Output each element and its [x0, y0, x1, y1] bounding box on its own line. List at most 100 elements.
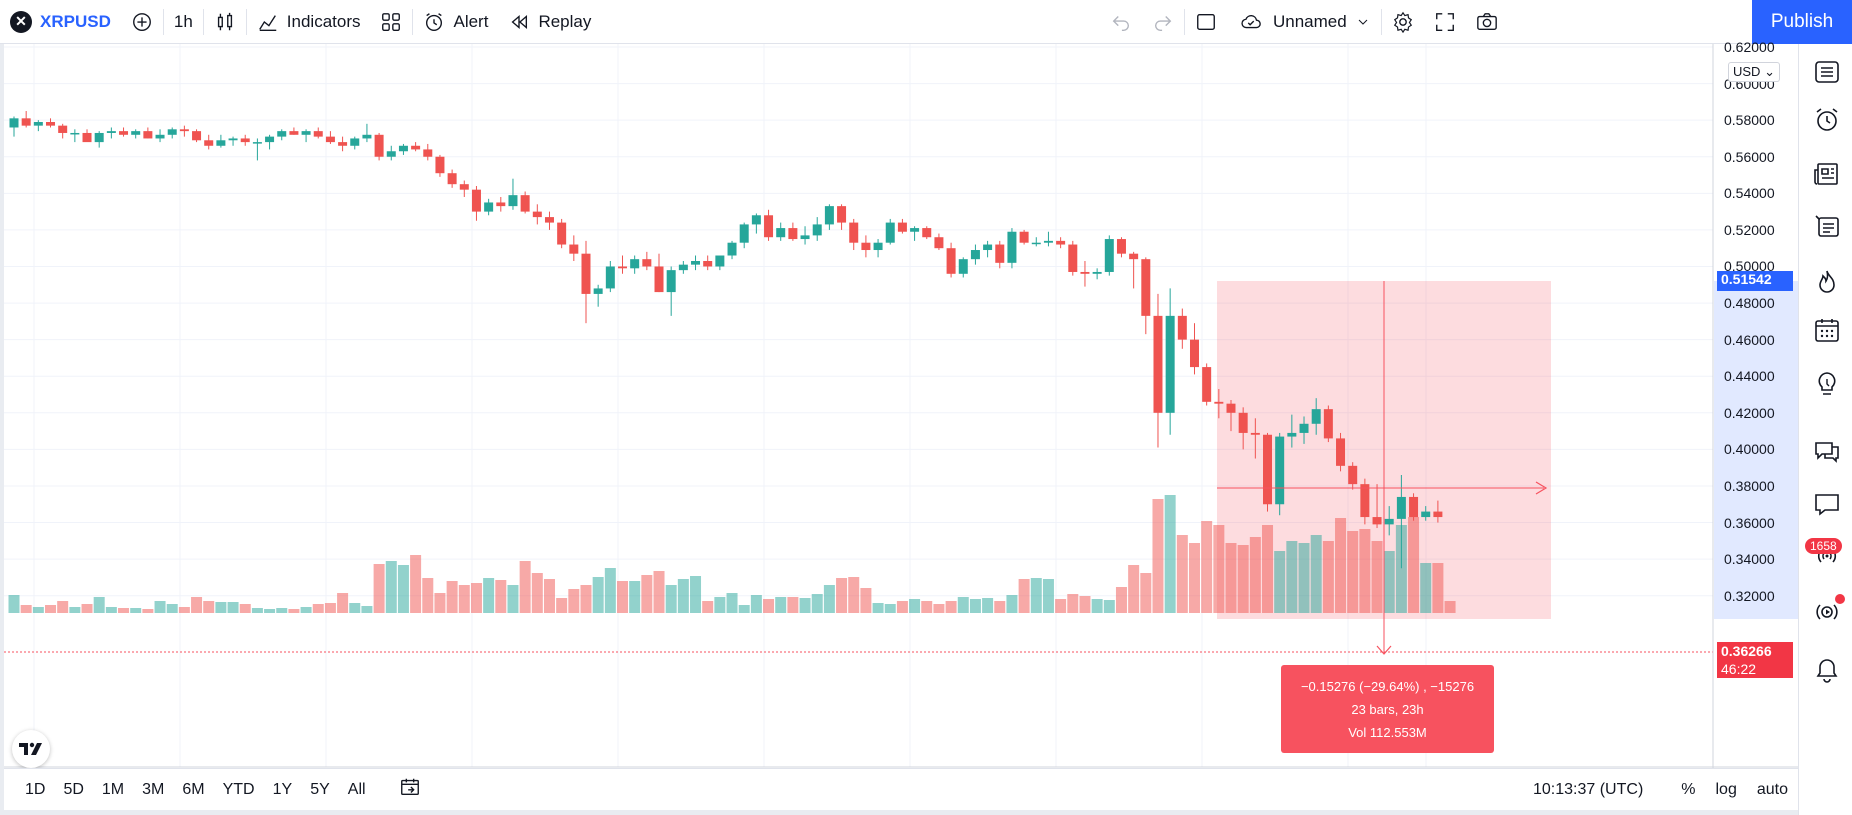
fullscreen-button[interactable]: [1424, 0, 1466, 44]
ideas-button[interactable]: [1811, 368, 1843, 400]
notifications-badge: 1658: [1805, 538, 1842, 554]
price-chart[interactable]: [4, 44, 1798, 768]
volume-bar: [57, 601, 69, 613]
candle: [532, 204, 542, 225]
save-layout-button[interactable]: Unnamed: [1227, 0, 1381, 44]
candle-body: [1092, 271, 1102, 274]
layout-select-button[interactable]: [1185, 0, 1227, 44]
candle-body: [143, 131, 153, 139]
candle-body: [301, 131, 311, 135]
candle-body: [1141, 259, 1151, 316]
candle-body: [1384, 518, 1394, 525]
candle: [313, 127, 323, 139]
candle: [496, 196, 506, 212]
candle-body: [715, 255, 725, 267]
volume-bar: [458, 585, 470, 613]
screenshot-button[interactable]: [1466, 0, 1508, 44]
undo-button[interactable]: [1100, 0, 1142, 44]
volume-bar: [909, 599, 921, 613]
toolbar-divider: [1380, 9, 1382, 35]
streams-button[interactable]: [1811, 540, 1843, 572]
live-stream-button[interactable]: [1811, 594, 1845, 628]
notifications-button[interactable]: [1811, 654, 1843, 686]
tradingview-icon: [19, 742, 42, 755]
candle-body: [106, 131, 116, 133]
candle: [569, 235, 579, 261]
volume-bar: [1067, 594, 1079, 613]
redo-button[interactable]: [1142, 0, 1184, 44]
volume-bar: [1152, 499, 1164, 613]
compare-symbol-button[interactable]: [121, 0, 163, 44]
candle: [1360, 478, 1370, 525]
alert-button[interactable]: Alert: [413, 0, 498, 44]
publish-button[interactable]: Publish: [1752, 0, 1852, 44]
candle: [788, 222, 798, 241]
range-button-1m[interactable]: 1M: [101, 780, 125, 798]
replay-button[interactable]: Replay: [498, 0, 601, 44]
candle-body: [350, 138, 360, 146]
date-range-button[interactable]: [399, 776, 421, 803]
candle: [983, 240, 993, 258]
currency-label: USD: [1733, 64, 1761, 79]
interval-button[interactable]: 1h: [164, 0, 203, 44]
volume-bar: [118, 608, 130, 613]
volume-bar: [531, 573, 543, 613]
range-button-6m[interactable]: 6M: [182, 780, 205, 798]
hotlists-button[interactable]: [1811, 266, 1843, 298]
candle-body: [204, 140, 214, 146]
measure-change: −0.15276 (−29.64%) , −15276: [1300, 678, 1475, 694]
symbol-search[interactable]: ✕ XRPUSD: [0, 0, 121, 44]
public-chats-button[interactable]: [1811, 488, 1843, 520]
candle: [350, 136, 360, 150]
alert-label: Alert: [453, 11, 489, 31]
templates-button[interactable]: [370, 0, 412, 44]
volume-bar: [592, 577, 604, 613]
price-tick-label: 0.52000: [1724, 221, 1775, 238]
volume-bar: [860, 588, 872, 613]
calendar-button[interactable]: [1811, 314, 1843, 346]
currency-select[interactable]: USD ⌄: [1728, 62, 1780, 82]
range-button-ytd[interactable]: YTD: [222, 780, 255, 798]
utc-clock[interactable]: 10:13:37 (UTC): [1533, 781, 1644, 798]
alerts-panel-button[interactable]: [1811, 104, 1843, 136]
candle: [800, 226, 810, 245]
right-sidebar: 1658: [1798, 44, 1852, 815]
auto-scale-toggle[interactable]: auto: [1756, 781, 1788, 798]
candle-body: [1238, 412, 1248, 433]
percent-scale-toggle[interactable]: %: [1681, 781, 1696, 798]
indicators-icon: [258, 14, 277, 31]
candle: [1214, 389, 1224, 419]
volume-bar: [1018, 579, 1030, 613]
range-button-3m[interactable]: 3M: [142, 780, 165, 798]
indicators-button[interactable]: Indicators: [247, 0, 371, 44]
volume-bar: [495, 580, 507, 613]
volume-bar: [105, 607, 117, 613]
range-button-1d[interactable]: 1D: [25, 780, 46, 798]
volume-bar: [324, 603, 336, 613]
chart-pane[interactable]: 0.62000 0.60000 0.58000 0.56000 0.54000 0.520…: [4, 39, 1798, 810]
candle: [1409, 493, 1419, 521]
range-button-5y[interactable]: 5Y: [310, 780, 330, 798]
candle: [727, 240, 737, 260]
volume-bar: [702, 601, 714, 613]
volume-bar: [811, 594, 823, 613]
chats-button[interactable]: [1811, 436, 1843, 468]
undo-icon: [1112, 16, 1129, 31]
chart-type-button[interactable]: [204, 0, 246, 44]
data-window-button[interactable]: [1811, 210, 1843, 242]
range-button-1y[interactable]: 1Y: [272, 780, 293, 798]
candle-body: [605, 266, 615, 289]
volume-bar: [8, 595, 20, 613]
settings-button[interactable]: [1382, 0, 1424, 44]
news-button[interactable]: [1811, 158, 1843, 190]
candle: [520, 191, 530, 214]
tradingview-logo[interactable]: [12, 730, 50, 768]
watchlist-button[interactable]: [1811, 56, 1843, 88]
candle: [459, 180, 469, 197]
log-scale-toggle[interactable]: log: [1715, 781, 1737, 798]
toolbar-right-group: Unnamed: [1100, 0, 1508, 44]
volume-bar: [1408, 517, 1420, 613]
range-button-all[interactable]: All: [347, 780, 366, 798]
candle: [910, 226, 920, 241]
range-button-5d[interactable]: 5D: [63, 780, 84, 798]
